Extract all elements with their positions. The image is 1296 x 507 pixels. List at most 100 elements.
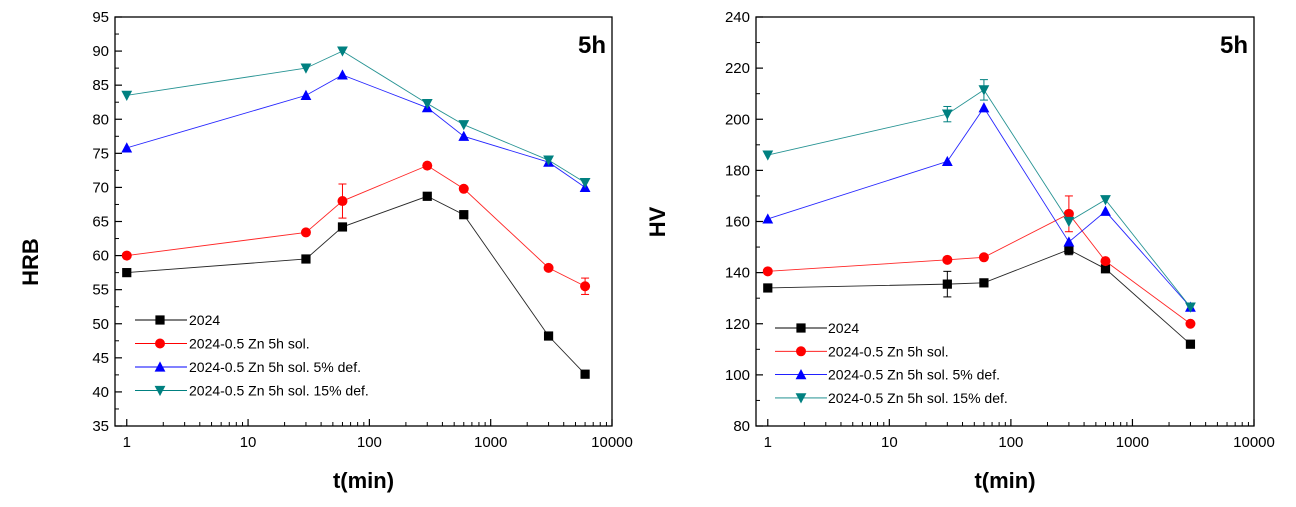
data-point-s1 — [122, 268, 132, 278]
y-tick-label: 200 — [725, 111, 750, 128]
data-point-s4 — [337, 46, 348, 57]
legend-label: 2024-0.5 Zn 5h sol. — [828, 343, 949, 359]
legend-label: 2024-0.5 Zn 5h sol. 15% def. — [189, 383, 369, 399]
data-point-s1 — [1064, 245, 1074, 255]
series-line-1 — [767, 249, 1191, 345]
legend-marker — [155, 338, 165, 349]
data-point-s4 — [978, 85, 990, 96]
data-point-s4 — [579, 178, 591, 189]
data-point-s3 — [978, 102, 990, 113]
x-tick-label: 100 — [357, 434, 382, 451]
y-tick-label: 220 — [725, 60, 750, 77]
y-tick-label: 55 — [92, 282, 109, 299]
x-axis-title: t(min) — [974, 468, 1035, 493]
data-point-s1 — [422, 191, 432, 201]
legend-label: 2024-0.5 Zn 5h sol. 5% def. — [189, 359, 361, 375]
data-point-s4 — [941, 109, 953, 120]
y-tick-label: 100 — [725, 367, 750, 384]
y-tick-label: 95 — [92, 9, 109, 26]
data-point-s2 — [762, 266, 773, 277]
data-point-s2 — [1100, 256, 1111, 267]
y-tick-label: 80 — [92, 111, 109, 128]
series-line-3 — [126, 74, 586, 188]
x-tick-label: 10 — [240, 434, 257, 451]
data-point-s3 — [300, 89, 312, 100]
x-tick-label: 1000 — [474, 434, 507, 451]
data-point-s4 — [1185, 302, 1196, 313]
data-point-s2 — [337, 196, 348, 207]
data-point-s1 — [337, 222, 348, 232]
series-line-3 — [767, 106, 1191, 308]
data-point-s3 — [337, 69, 348, 80]
legend-marker — [154, 385, 166, 397]
data-point-s2 — [422, 160, 433, 171]
x-tick-label: 1000 — [1116, 434, 1149, 451]
legend-label: 2024-0.5 Zn 5h sol. 15% def. — [828, 390, 1008, 406]
y-tick-label: 80 — [733, 418, 750, 435]
y-axis-title: HV — [645, 206, 670, 237]
data-point-s4 — [543, 155, 554, 166]
x-tick-label: 10000 — [591, 434, 633, 451]
data-point-s1 — [979, 278, 989, 288]
y-tick-label: 60 — [92, 248, 109, 265]
legend-marker — [795, 393, 807, 404]
y-axis-title: HRB — [18, 238, 43, 286]
legend-marker — [795, 369, 807, 380]
data-point-s4 — [762, 150, 774, 161]
y-tick-label: 120 — [725, 316, 750, 333]
y-tick-label: 40 — [92, 384, 109, 401]
data-point-s1 — [459, 210, 469, 220]
data-point-s4 — [458, 120, 470, 131]
x-tick-label: 1 — [764, 434, 772, 451]
data-point-s2 — [580, 281, 591, 292]
y-tick-label: 85 — [92, 77, 109, 94]
x-tick-label: 100 — [998, 434, 1023, 451]
series-line-4 — [126, 50, 586, 184]
legend-label: 2024 — [189, 312, 220, 328]
data-point-s2 — [458, 183, 469, 194]
series-line-4 — [767, 89, 1191, 308]
y-tick-label: 50 — [92, 316, 109, 333]
data-point-s3 — [1063, 236, 1075, 247]
data-point-s4 — [121, 90, 133, 101]
data-point-s4 — [1100, 195, 1111, 206]
series-line-2 — [126, 165, 586, 287]
y-tick-label: 240 — [725, 9, 750, 26]
y-tick-label: 75 — [92, 145, 109, 162]
legend-marker — [796, 323, 806, 333]
legend-label: 2024-0.5 Zn 5h sol. — [189, 336, 310, 352]
data-point-s2 — [300, 227, 311, 238]
data-point-s4 — [1063, 216, 1075, 228]
data-point-s3 — [1100, 205, 1111, 216]
data-point-s4 — [421, 98, 433, 110]
y-tick-label: 45 — [92, 350, 109, 367]
legend-marker — [796, 346, 806, 357]
legend-label: 2024-0.5 Zn 5h sol. 5% def. — [828, 367, 1000, 383]
y-tick-label: 180 — [725, 162, 750, 179]
data-point-s3 — [121, 142, 133, 153]
panel-label: 5h — [1220, 32, 1248, 59]
data-point-s3 — [762, 213, 774, 224]
x-tick-label: 10000 — [1233, 434, 1275, 451]
data-point-s1 — [301, 254, 311, 264]
data-point-s2 — [1185, 318, 1196, 329]
data-point-s2 — [543, 262, 554, 273]
data-point-s1 — [763, 283, 773, 293]
data-point-s1 — [543, 331, 554, 341]
data-point-s1 — [580, 369, 590, 379]
data-point-s3 — [458, 130, 470, 141]
data-point-s1 — [1185, 339, 1196, 349]
data-point-s2 — [942, 254, 953, 265]
x-axis-title: t(min) — [333, 468, 394, 493]
data-point-s4 — [300, 63, 312, 74]
data-point-s2 — [978, 252, 989, 263]
x-tick-label: 1 — [123, 434, 131, 451]
y-tick-label: 90 — [92, 43, 109, 60]
y-tick-label: 140 — [725, 265, 750, 282]
y-tick-label: 65 — [92, 214, 109, 231]
legend-marker — [155, 315, 165, 325]
data-point-s2 — [121, 250, 132, 261]
data-point-s1 — [942, 279, 952, 289]
